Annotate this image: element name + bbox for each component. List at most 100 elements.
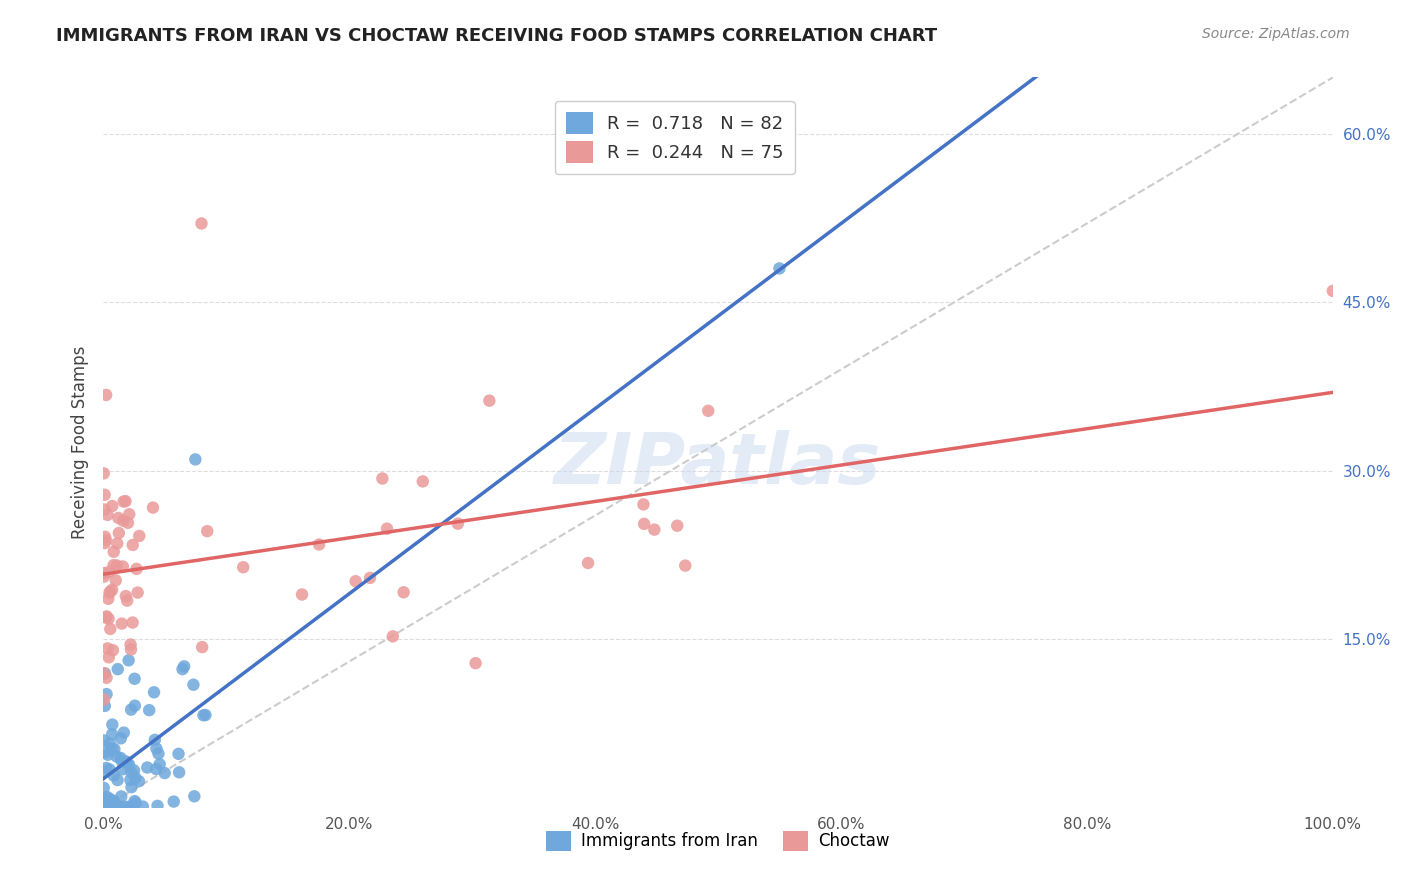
Immigrants from Iran [173,659,195,673]
Immigrants from Iran [94,745,117,759]
Choctaw [94,610,117,624]
Immigrants from Iran [112,725,135,739]
Immigrants from Iran [100,799,122,814]
Immigrants from Iran [167,765,190,780]
Immigrants from Iran [115,755,138,769]
Choctaw [114,494,136,508]
Choctaw [120,638,142,652]
Immigrants from Iran [183,789,205,804]
Immigrants from Iran [96,799,118,814]
Choctaw [112,514,135,528]
Choctaw [117,516,139,530]
Immigrants from Iran [94,799,117,814]
Choctaw [478,393,501,408]
Immigrants from Iran [768,261,790,276]
Immigrants from Iran [103,794,125,808]
Immigrants from Iran [101,727,124,741]
Choctaw [121,538,143,552]
Choctaw [128,529,150,543]
Immigrants from Iran [105,749,128,764]
Choctaw [127,585,149,599]
Immigrants from Iran [146,798,169,813]
Text: IMMIGRANTS FROM IRAN VS CHOCTAW RECEIVING FOOD STAMPS CORRELATION CHART: IMMIGRANTS FROM IRAN VS CHOCTAW RECEIVIN… [56,27,938,45]
Immigrants from Iran [193,708,215,723]
Immigrants from Iran [143,685,166,699]
Choctaw [93,692,115,706]
Text: Source: ZipAtlas.com: Source: ZipAtlas.com [1202,27,1350,41]
Immigrants from Iran [124,794,146,808]
Choctaw [112,494,135,508]
Choctaw [98,565,121,579]
Choctaw [101,582,124,597]
Immigrants from Iran [148,747,170,761]
Immigrants from Iran [118,757,141,772]
Choctaw [344,574,367,589]
Immigrants from Iran [111,762,134,776]
Immigrants from Iran [108,799,131,814]
Immigrants from Iran [103,742,125,756]
Choctaw [93,488,115,502]
Immigrants from Iran [103,768,125,782]
Choctaw [105,536,128,550]
Choctaw [633,497,655,511]
Legend: R =  0.718   N = 82, R =  0.244   N = 75: R = 0.718 N = 82, R = 0.244 N = 75 [555,101,794,174]
Immigrants from Iran [98,736,121,750]
Choctaw [195,524,218,538]
Immigrants from Iran [98,792,121,806]
Immigrants from Iran [128,774,150,789]
Immigrants from Iran [94,698,117,713]
Immigrants from Iran [163,795,186,809]
Choctaw [643,523,665,537]
Choctaw [464,656,486,670]
Immigrants from Iran [120,764,142,779]
Immigrants from Iran [104,799,127,814]
Immigrants from Iran [124,698,146,713]
Immigrants from Iran [194,708,217,723]
Immigrants from Iran [111,754,134,768]
Choctaw [118,507,141,521]
Immigrants from Iran [94,790,117,805]
Immigrants from Iran [98,799,121,814]
Immigrants from Iran [149,757,172,772]
Immigrants from Iran [117,653,139,667]
Immigrants from Iran [93,764,115,779]
Immigrants from Iran [98,763,121,777]
Immigrants from Iran [145,762,167,776]
Immigrants from Iran [122,799,145,814]
Choctaw [96,508,118,522]
Y-axis label: Receiving Food Stamps: Receiving Food Stamps [72,346,89,540]
Choctaw [190,217,212,231]
Choctaw [103,558,125,573]
Choctaw [412,475,434,489]
Choctaw [114,589,136,603]
Choctaw [111,559,134,574]
Choctaw [291,588,314,602]
Immigrants from Iran [93,780,115,795]
Choctaw [359,571,381,585]
Choctaw [94,388,117,402]
Immigrants from Iran [97,747,120,762]
Choctaw [93,536,115,550]
Choctaw [104,574,127,588]
Choctaw [121,615,143,630]
Choctaw [115,593,138,607]
Choctaw [96,641,118,656]
Choctaw [98,586,121,600]
Immigrants from Iran [93,733,115,747]
Choctaw [120,642,142,657]
Choctaw [96,671,118,685]
Choctaw [697,404,720,418]
Immigrants from Iran [124,672,146,686]
Choctaw [107,511,129,525]
Immigrants from Iran [153,766,176,780]
Immigrants from Iran [105,799,128,814]
Choctaw [371,471,394,485]
Choctaw [100,584,122,599]
Choctaw [673,558,696,573]
Choctaw [93,502,115,516]
Immigrants from Iran [145,741,167,756]
Choctaw [93,666,115,681]
Immigrants from Iran [122,764,145,778]
Immigrants from Iran [120,703,142,717]
Immigrants from Iran [115,756,138,770]
